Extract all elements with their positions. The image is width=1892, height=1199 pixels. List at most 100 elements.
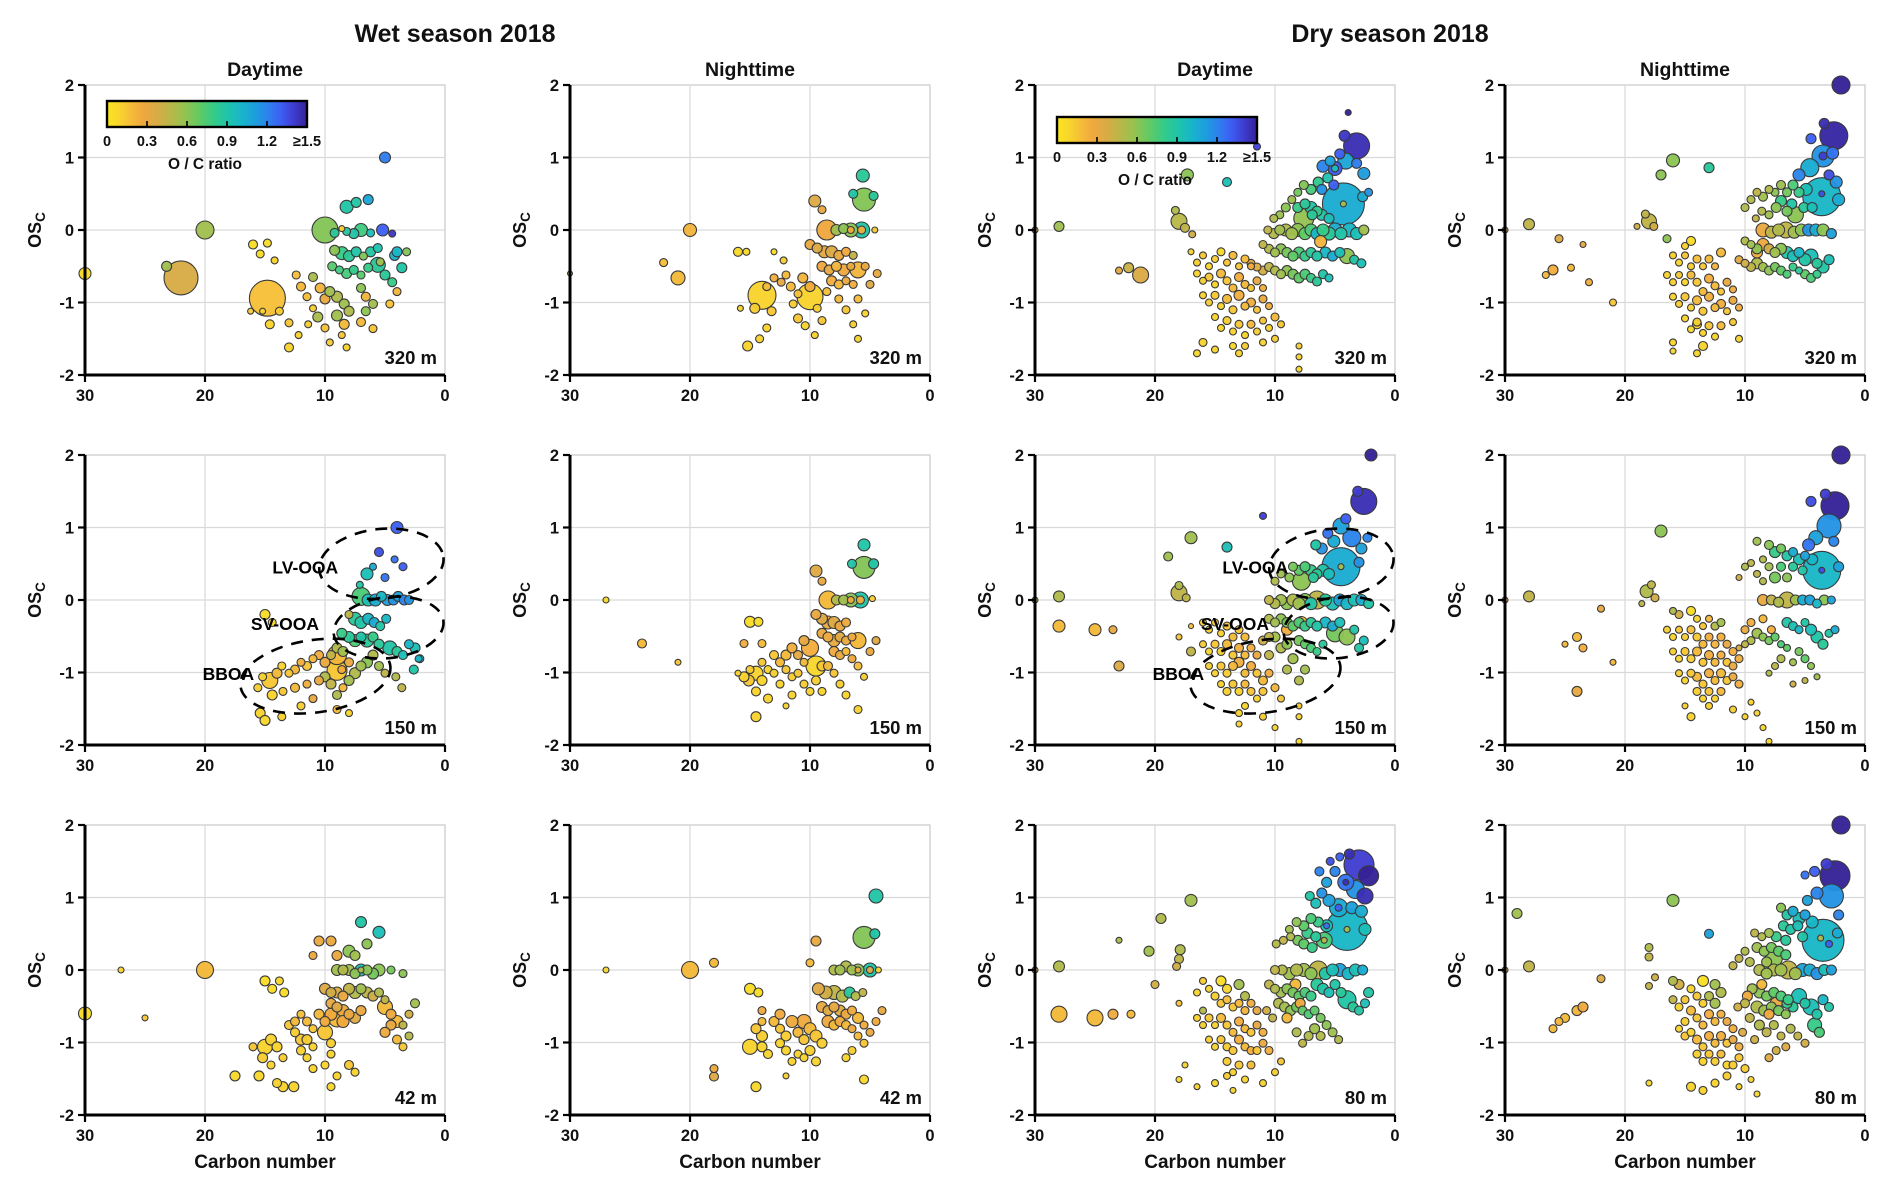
x-tick-label: 30 (1026, 1127, 1044, 1145)
y-tick-label: 2 (550, 447, 559, 465)
x-tick-label: 10 (801, 1127, 819, 1145)
label-bboa: BBOA (1153, 664, 1205, 684)
y-tick-label: -1 (59, 295, 74, 313)
label-lv-ooa: LV-OOA (1222, 557, 1288, 577)
y-axis-label: OSC (1445, 582, 1468, 618)
altitude-label: 150 m (1335, 717, 1387, 738)
y-tick-label: -2 (1009, 1107, 1024, 1125)
x-tick-label: 0 (440, 387, 449, 405)
y-tick-label: 0 (1485, 222, 1494, 240)
y-tick-label: 2 (1485, 77, 1494, 95)
column-title: Nighttime (705, 59, 795, 81)
y-axis-label: OSC (975, 952, 998, 988)
points-layer (602, 888, 887, 1093)
colorbar-title: O / C ratio (168, 156, 242, 173)
colorbar-tick-label: 0.6 (1127, 150, 1147, 166)
y-tick-label: 1 (65, 150, 74, 168)
colorbar-tick-label: ≥1.5 (1243, 150, 1271, 166)
ellipse-bboa (1189, 637, 1342, 715)
y-tick-label: 1 (1015, 150, 1024, 168)
x-tick-label: 10 (1266, 1127, 1284, 1145)
points-layer (1031, 108, 1374, 373)
colorbar-tick-label: 0.3 (137, 134, 157, 150)
label-sv-ooa: SV-OOA (1201, 614, 1269, 634)
y-tick-label: -1 (1479, 295, 1494, 313)
season-title-dry: Dry season 2018 (1291, 20, 1489, 48)
x-tick-label: 20 (1616, 387, 1634, 405)
y-axis-label: OSC (510, 952, 533, 988)
y-tick-label: 2 (65, 447, 74, 465)
x-tick-label: 30 (76, 757, 94, 775)
y-axis-label: OSC (510, 582, 533, 618)
altitude-label: 80 m (1345, 1087, 1387, 1108)
x-tick-label: 30 (1496, 387, 1514, 405)
y-axis-label: OSC (25, 582, 48, 618)
x-tick-label: 10 (801, 757, 819, 775)
x-tick-label: 20 (196, 387, 214, 405)
x-tick-label: 0 (1390, 1127, 1399, 1145)
x-tick-label: 0 (1390, 387, 1399, 405)
y-tick-label: -2 (1479, 737, 1494, 755)
colorbar-title: O / C ratio (1118, 172, 1192, 189)
y-tick-label: -1 (1479, 665, 1494, 683)
y-tick-label: -1 (1009, 295, 1024, 313)
y-tick-label: -2 (59, 737, 74, 755)
points-layer (78, 151, 412, 353)
y-tick-label: 1 (550, 890, 559, 908)
y-axis-label: OSC (510, 212, 533, 248)
x-tick-label: 30 (561, 757, 579, 775)
oa-annotations: LV-OOA SV-OOA BBOA (1153, 527, 1395, 715)
y-tick-label: 2 (550, 77, 559, 95)
y-tick-label: -1 (544, 665, 559, 683)
y-tick-label: -1 (544, 295, 559, 313)
y-axis-label: OSC (1445, 952, 1468, 988)
altitude-label: 320 m (385, 347, 437, 368)
y-tick-label: 2 (65, 77, 74, 95)
label-lv-ooa: LV-OOA (272, 557, 338, 577)
y-tick-label: 0 (550, 962, 559, 980)
y-tick-label: 1 (1485, 890, 1494, 908)
x-tick-label: 20 (681, 387, 699, 405)
y-tick-label: 0 (1015, 222, 1024, 240)
x-tick-label: 30 (561, 1127, 579, 1145)
y-tick-label: -2 (1009, 367, 1024, 385)
x-tick-label: 20 (681, 1127, 699, 1145)
y-tick-label: 1 (1015, 520, 1024, 538)
ellipse-bboa (239, 637, 392, 715)
colorbar-tick-label: 0 (103, 134, 111, 150)
altitude-label: 150 m (870, 717, 922, 738)
x-tick-label: 10 (1736, 757, 1754, 775)
y-tick-label: -1 (59, 665, 74, 683)
y-tick-label: -2 (1479, 367, 1494, 385)
y-axis-label: OSC (1445, 212, 1468, 248)
y-tick-label: -1 (1009, 1035, 1024, 1053)
x-axis-label: Carbon number (679, 1152, 821, 1173)
x-tick-label: 20 (196, 757, 214, 775)
x-tick-label: 0 (1860, 1127, 1869, 1145)
colorbar-tick-label: 0.3 (1087, 150, 1107, 166)
x-tick-label: 10 (316, 757, 334, 775)
altitude-label: 80 m (1815, 1087, 1857, 1108)
gridlines (570, 455, 930, 745)
y-tick-label: 1 (1485, 150, 1494, 168)
y-tick-label: 2 (1485, 817, 1494, 835)
x-tick-label: 0 (440, 1127, 449, 1145)
x-tick-label: 0 (1860, 757, 1869, 775)
colorbar-tick-label: 0.9 (1167, 150, 1187, 166)
x-tick-label: 30 (1026, 387, 1044, 405)
label-sv-ooa: SV-OOA (251, 614, 319, 634)
y-tick-label: -2 (544, 367, 559, 385)
